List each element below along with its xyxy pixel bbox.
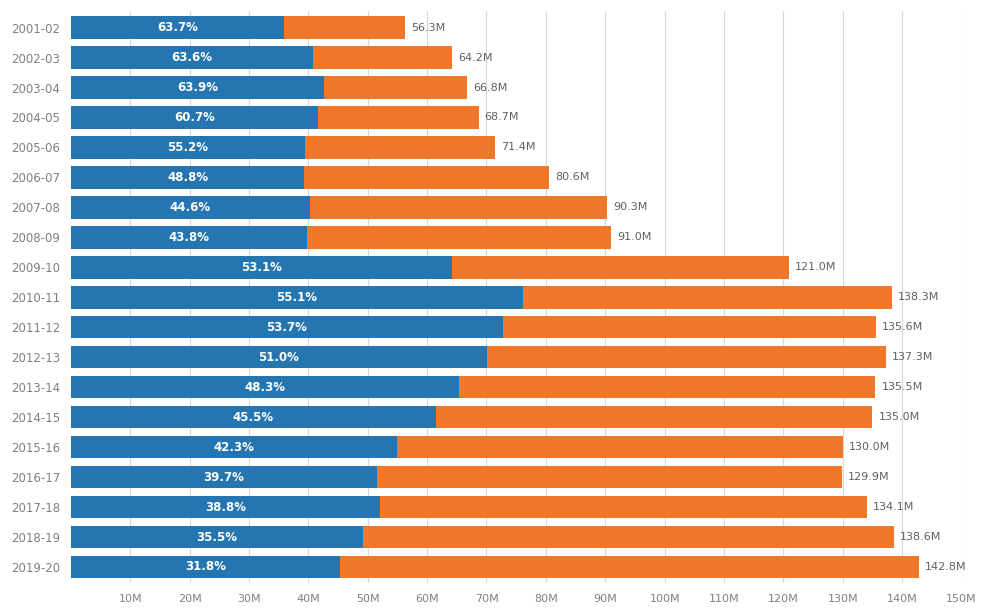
- Bar: [71, 376, 459, 399]
- Bar: [71, 496, 379, 518]
- Bar: [304, 166, 549, 189]
- Text: 134.1M: 134.1M: [873, 502, 915, 512]
- Bar: [453, 256, 789, 279]
- Bar: [313, 46, 453, 69]
- Text: 91.0M: 91.0M: [618, 232, 651, 242]
- Text: 43.8%: 43.8%: [169, 231, 209, 244]
- Bar: [71, 136, 305, 159]
- Text: 142.8M: 142.8M: [925, 562, 966, 572]
- Text: 137.3M: 137.3M: [892, 352, 934, 362]
- Bar: [324, 76, 467, 99]
- Text: 44.6%: 44.6%: [170, 201, 210, 214]
- Text: 53.1%: 53.1%: [241, 261, 282, 274]
- Bar: [459, 376, 875, 399]
- Text: 121.0M: 121.0M: [795, 263, 837, 272]
- Bar: [71, 286, 524, 309]
- Text: 48.8%: 48.8%: [167, 171, 208, 184]
- Bar: [71, 76, 324, 99]
- Bar: [503, 316, 876, 338]
- Bar: [305, 136, 495, 159]
- Text: 48.3%: 48.3%: [245, 381, 286, 394]
- Bar: [307, 226, 612, 248]
- Text: 53.7%: 53.7%: [267, 321, 307, 334]
- Text: 55.2%: 55.2%: [167, 141, 208, 154]
- Bar: [310, 196, 607, 218]
- Bar: [284, 17, 405, 39]
- Bar: [377, 466, 842, 488]
- Text: 68.7M: 68.7M: [485, 113, 520, 122]
- Text: 64.2M: 64.2M: [458, 52, 492, 63]
- Text: 63.9%: 63.9%: [177, 81, 218, 94]
- Bar: [71, 346, 487, 368]
- Bar: [71, 436, 397, 458]
- Bar: [524, 286, 892, 309]
- Text: 38.8%: 38.8%: [205, 501, 246, 514]
- Bar: [341, 556, 919, 578]
- Text: 51.0%: 51.0%: [258, 351, 299, 363]
- Text: 42.3%: 42.3%: [213, 440, 255, 454]
- Bar: [71, 466, 377, 488]
- Text: 135.5M: 135.5M: [881, 382, 923, 392]
- Bar: [71, 17, 284, 39]
- Bar: [71, 196, 310, 218]
- Bar: [71, 226, 307, 248]
- Bar: [436, 406, 872, 429]
- Text: 90.3M: 90.3M: [613, 202, 647, 212]
- Bar: [379, 496, 867, 518]
- Bar: [71, 256, 453, 279]
- Bar: [318, 106, 479, 129]
- Bar: [71, 166, 304, 189]
- Bar: [71, 106, 318, 129]
- Text: 39.7%: 39.7%: [204, 470, 244, 483]
- Text: 35.5%: 35.5%: [197, 531, 237, 544]
- Bar: [71, 556, 341, 578]
- Bar: [71, 406, 436, 429]
- Text: 60.7%: 60.7%: [174, 111, 215, 124]
- Text: 31.8%: 31.8%: [185, 560, 226, 574]
- Text: 55.1%: 55.1%: [277, 291, 317, 304]
- Bar: [71, 526, 363, 548]
- Text: 63.7%: 63.7%: [157, 21, 198, 34]
- Bar: [397, 436, 843, 458]
- Bar: [363, 526, 894, 548]
- Text: 45.5%: 45.5%: [232, 411, 274, 424]
- Text: 135.6M: 135.6M: [882, 322, 923, 332]
- Text: 80.6M: 80.6M: [555, 172, 590, 183]
- Text: 71.4M: 71.4M: [501, 143, 535, 153]
- Text: 138.6M: 138.6M: [900, 532, 942, 542]
- Text: 129.9M: 129.9M: [848, 472, 890, 482]
- Text: 63.6%: 63.6%: [172, 51, 212, 64]
- Bar: [71, 316, 503, 338]
- Bar: [71, 46, 313, 69]
- Text: 138.3M: 138.3M: [898, 292, 940, 303]
- Text: 66.8M: 66.8M: [473, 82, 508, 92]
- Text: 130.0M: 130.0M: [849, 442, 890, 452]
- Text: 56.3M: 56.3M: [411, 23, 446, 33]
- Text: 135.0M: 135.0M: [878, 412, 920, 422]
- Bar: [487, 346, 886, 368]
